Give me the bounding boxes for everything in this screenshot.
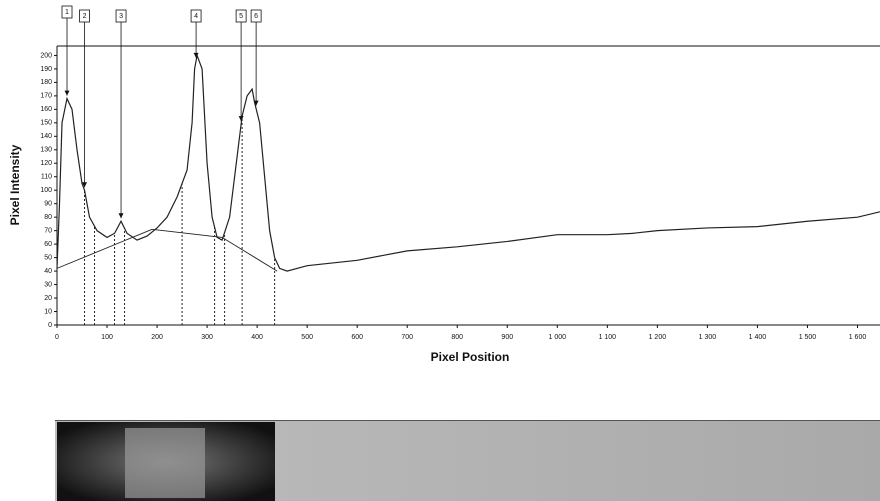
y-tick-label: 140 (40, 133, 52, 140)
y-tick-label: 120 (40, 160, 52, 167)
x-tick-label: 1 400 (749, 334, 767, 341)
y-tick-label: 10 (44, 308, 52, 315)
y-tick-label: 30 (44, 281, 52, 288)
y-tick-label: 150 (40, 120, 52, 127)
x-tick-label: 100 (101, 334, 113, 341)
x-tick-label: 200 (151, 334, 163, 341)
y-tick-label: 190 (40, 66, 52, 73)
x-tick-label: 800 (451, 334, 463, 341)
x-tick-label: 500 (301, 334, 313, 341)
annotation-label: 4 (194, 13, 198, 20)
x-tick-label: 900 (501, 334, 513, 341)
annotation-label: 1 (65, 9, 69, 16)
x-tick-label: 1 500 (799, 334, 817, 341)
y-tick-label: 180 (40, 79, 52, 86)
x-tick-label: 400 (251, 334, 263, 341)
x-axis-title: Pixel Position (431, 350, 510, 364)
x-tick-label: 0 (55, 334, 59, 341)
x-tick-label: 1 300 (699, 334, 717, 341)
chart: Pixel Position Pixel Intensity 010203040… (0, 0, 880, 501)
x-tick-label: 1 000 (549, 334, 567, 341)
y-tick-label: 60 (44, 241, 52, 248)
y-tick-label: 130 (40, 147, 52, 154)
annotation-label: 3 (119, 13, 123, 20)
y-tick-label: 110 (41, 174, 52, 181)
x-tick-label: 1 200 (649, 334, 667, 341)
annotation-label: 6 (254, 13, 258, 20)
gel-image (55, 420, 880, 501)
x-tick-label: 1 100 (599, 334, 617, 341)
annotation-arrowhead (65, 91, 70, 96)
x-tick-label: 700 (401, 334, 413, 341)
annotation-label: 2 (83, 13, 87, 20)
annotation-arrowhead (239, 116, 244, 121)
y-tick-label: 70 (44, 227, 52, 234)
y-tick-label: 0 (48, 322, 52, 329)
y-tick-label: 90 (44, 201, 52, 208)
y-tick-label: 40 (44, 268, 52, 275)
y-tick-label: 200 (40, 52, 52, 59)
y-tick-label: 100 (40, 187, 52, 194)
data-line (57, 229, 277, 271)
y-tick-label: 160 (40, 106, 52, 113)
x-tick-label: 1 600 (849, 334, 867, 341)
x-tick-label: 600 (351, 334, 363, 341)
y-axis-title: Pixel Intensity (8, 144, 22, 225)
y-tick-label: 50 (44, 254, 52, 261)
annotation-arrowhead (119, 213, 124, 218)
y-tick-label: 20 (44, 295, 52, 302)
x-tick-label: 300 (201, 334, 213, 341)
y-tick-label: 170 (40, 93, 52, 100)
data-line (57, 55, 880, 271)
y-tick-label: 80 (44, 214, 52, 221)
annotation-label: 5 (239, 13, 243, 20)
